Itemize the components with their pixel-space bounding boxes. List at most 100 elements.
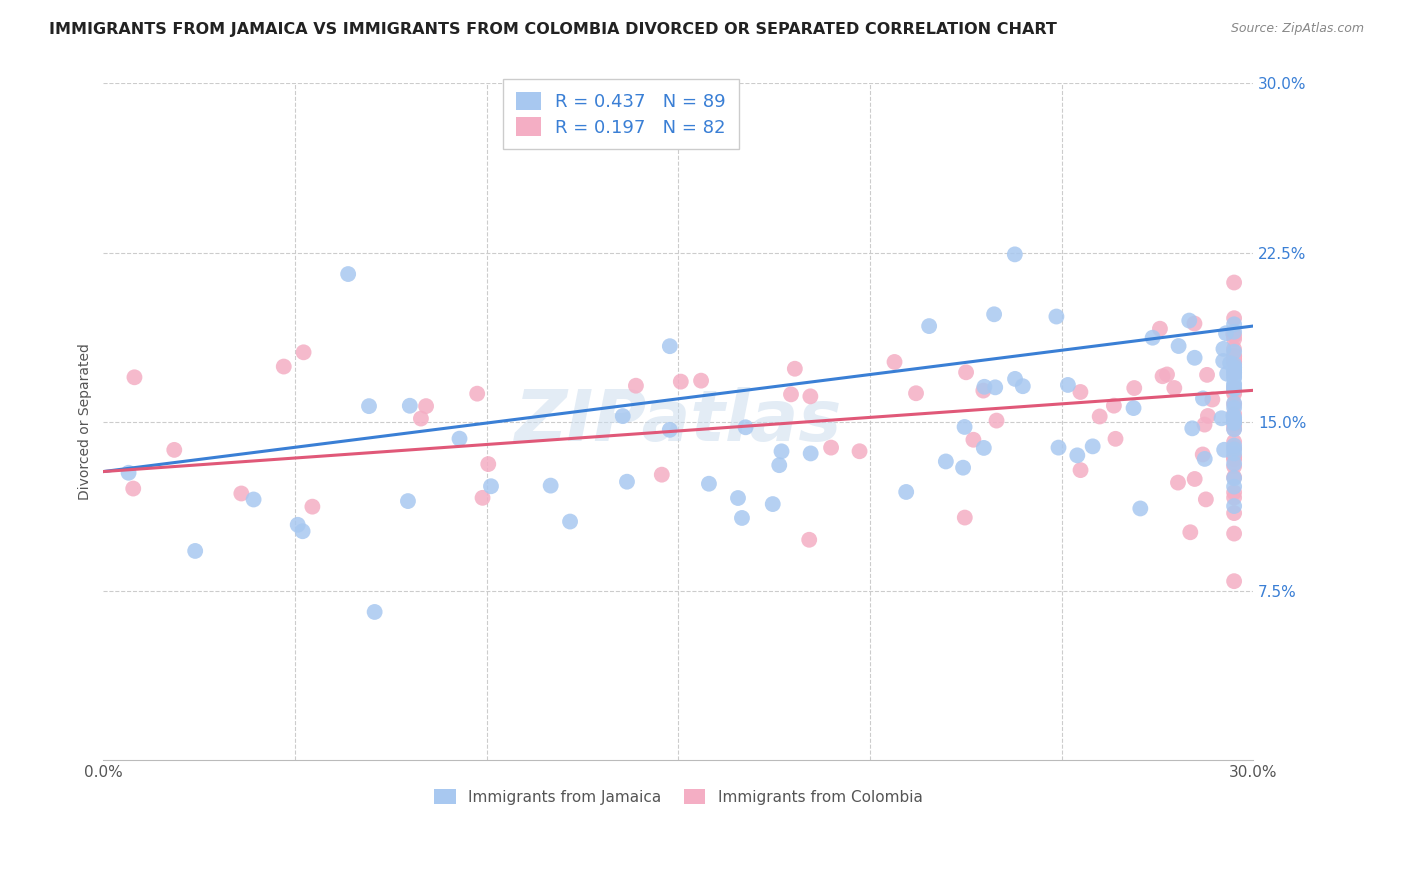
Point <box>1123 381 1146 395</box>
Point <box>953 420 976 434</box>
Point <box>1167 339 1189 353</box>
Point <box>1223 452 1246 467</box>
Point <box>1223 360 1246 375</box>
Point <box>231 486 253 500</box>
Point <box>1192 392 1215 406</box>
Point <box>651 467 673 482</box>
Point <box>1223 442 1246 457</box>
Point <box>273 359 295 374</box>
Point <box>1194 417 1216 432</box>
Point <box>768 458 790 472</box>
Point <box>1223 376 1246 391</box>
Point <box>409 411 432 425</box>
Point <box>1184 317 1206 331</box>
Point <box>955 365 977 379</box>
Point <box>1223 366 1246 380</box>
Point <box>953 510 976 524</box>
Point <box>1223 526 1246 541</box>
Point <box>1184 351 1206 365</box>
Point <box>1223 349 1246 363</box>
Point <box>1223 414 1246 428</box>
Point <box>1223 459 1246 474</box>
Point <box>287 517 309 532</box>
Point <box>762 497 785 511</box>
Point <box>1213 442 1236 457</box>
Point <box>972 384 994 398</box>
Point <box>1223 415 1246 429</box>
Point <box>1223 410 1246 425</box>
Point <box>1223 450 1246 465</box>
Point <box>1223 344 1246 359</box>
Point <box>117 466 139 480</box>
Point <box>301 500 323 514</box>
Point <box>465 386 488 401</box>
Point <box>415 399 437 413</box>
Point <box>1129 501 1152 516</box>
Point <box>1223 276 1246 290</box>
Point <box>1223 574 1246 589</box>
Point <box>1215 326 1237 341</box>
Point <box>1223 366 1246 380</box>
Point <box>658 339 681 353</box>
Point <box>363 605 385 619</box>
Point <box>973 380 995 394</box>
Point <box>1223 355 1246 369</box>
Point <box>1223 485 1246 500</box>
Point <box>242 492 264 507</box>
Point <box>820 441 842 455</box>
Point <box>1223 332 1246 346</box>
Point <box>896 485 918 500</box>
Point <box>1223 417 1246 432</box>
Point <box>770 444 793 458</box>
Point <box>1216 367 1239 381</box>
Point <box>1149 322 1171 336</box>
Point <box>1223 407 1246 421</box>
Point <box>1195 492 1218 507</box>
Point <box>357 399 380 413</box>
Point <box>1223 412 1246 426</box>
Point <box>962 433 984 447</box>
Point <box>612 409 634 424</box>
Point <box>1223 401 1246 415</box>
Point <box>1197 409 1219 423</box>
Point <box>799 389 821 403</box>
Point <box>1122 401 1144 415</box>
Point <box>1194 451 1216 466</box>
Point <box>1047 441 1070 455</box>
Point <box>1223 387 1246 401</box>
Point <box>1223 422 1246 436</box>
Point <box>477 457 499 471</box>
Point <box>291 524 314 539</box>
Point <box>1004 247 1026 261</box>
Point <box>398 399 420 413</box>
Point <box>799 533 821 547</box>
Point <box>883 355 905 369</box>
Point <box>1201 392 1223 407</box>
Point <box>734 420 756 434</box>
Point <box>1223 506 1246 520</box>
Point <box>1104 432 1126 446</box>
Point <box>973 441 995 455</box>
Point <box>1223 470 1246 484</box>
Point <box>1004 372 1026 386</box>
Point <box>1180 525 1202 540</box>
Text: Source: ZipAtlas.com: Source: ZipAtlas.com <box>1230 22 1364 36</box>
Point <box>983 307 1005 321</box>
Point <box>1057 378 1080 392</box>
Point <box>1223 413 1246 427</box>
Point <box>1223 441 1246 455</box>
Point <box>800 446 823 460</box>
Point <box>1223 318 1246 332</box>
Point <box>848 444 870 458</box>
Point <box>1102 399 1125 413</box>
Point <box>1223 311 1246 326</box>
Point <box>1222 326 1244 341</box>
Point <box>984 380 1007 394</box>
Point <box>1223 434 1246 449</box>
Point <box>1011 379 1033 393</box>
Point <box>658 423 681 437</box>
Point <box>986 414 1008 428</box>
Point <box>1191 447 1213 461</box>
Point <box>616 475 638 489</box>
Point <box>1223 378 1246 392</box>
